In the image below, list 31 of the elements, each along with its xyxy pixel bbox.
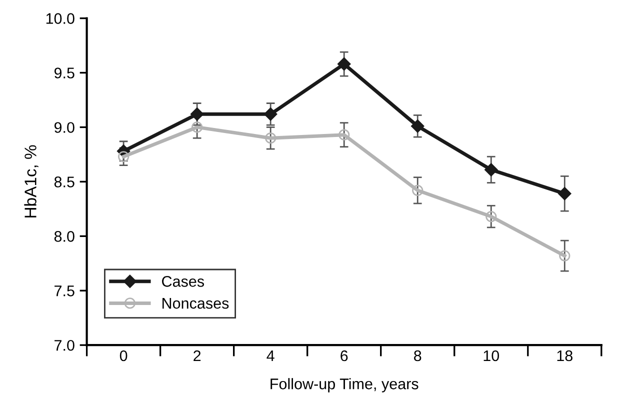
- point: [118, 151, 130, 162]
- y-tick-label: 7.0: [54, 340, 74, 351]
- y-tick-label: 10.0: [46, 13, 74, 24]
- x-tick-label: 6: [340, 350, 348, 362]
- point: [192, 122, 203, 133]
- legend-label: Noncases: [162, 298, 229, 309]
- point: [411, 120, 424, 133]
- y-tick-label: 7.5: [54, 286, 74, 296]
- x-tick-label: 0: [120, 350, 128, 362]
- x-tick-label: 2: [194, 350, 201, 362]
- legend-label: Cases: [162, 276, 204, 287]
- point: [558, 187, 572, 200]
- point: [338, 57, 351, 71]
- y-axis-title: HbA1c, %: [24, 145, 38, 218]
- x-tick-label: 18: [557, 350, 572, 362]
- y-tick-label: 9.0: [54, 122, 74, 133]
- point: [412, 184, 424, 196]
- point: [484, 163, 498, 176]
- point: [486, 210, 497, 222]
- x-axis-title: Follow-up Time, years: [270, 378, 418, 392]
- point: [265, 132, 276, 144]
- point: [264, 108, 278, 121]
- x-tick-label: 10: [484, 350, 500, 362]
- y-tick-label: 8.0: [54, 231, 74, 242]
- point: [190, 108, 204, 121]
- point: [559, 250, 570, 262]
- x-tick-label: 4: [266, 350, 274, 362]
- x-tick-label: 8: [414, 350, 422, 362]
- point: [338, 129, 350, 140]
- y-tick-label: 9.5: [54, 68, 74, 78]
- y-tick-label: 8.5: [54, 176, 74, 188]
